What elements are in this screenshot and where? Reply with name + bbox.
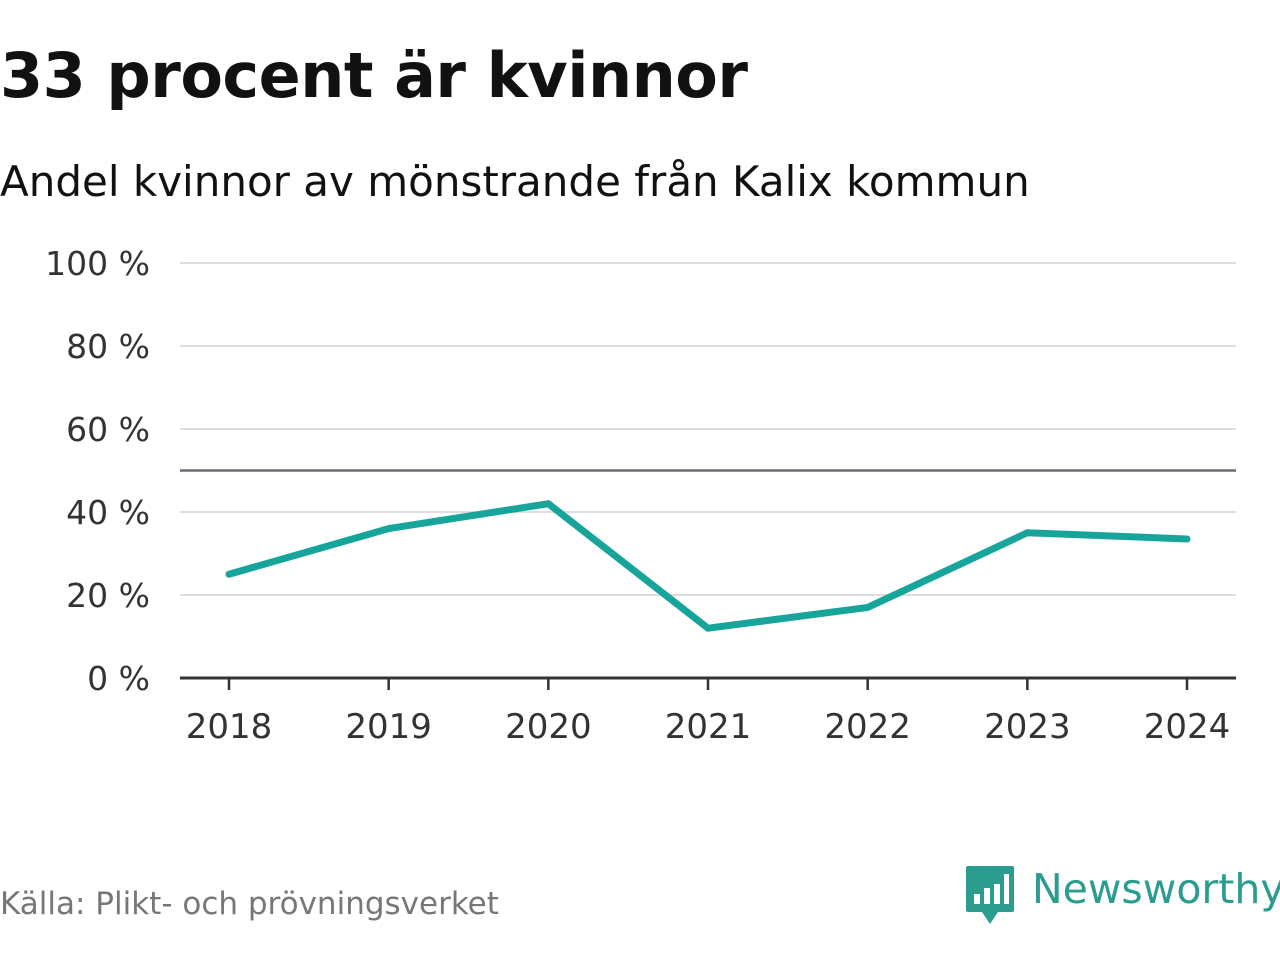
chart-title: 33 procent är kvinnor bbox=[0, 39, 748, 112]
source-note: Källa: Plikt- och prövningsverket bbox=[0, 886, 499, 922]
y-tick-label: 20 % bbox=[66, 576, 150, 615]
y-tick-label: 60 % bbox=[66, 410, 150, 449]
x-axis-labels: 2018 2019 2020 2021 2022 2023 2024 bbox=[186, 707, 1231, 747]
series-group bbox=[225, 500, 1191, 632]
x-tick-label: 2018 bbox=[186, 707, 273, 747]
x-tick-label: 2023 bbox=[984, 707, 1071, 747]
y-tick-label: 40 % bbox=[66, 493, 150, 532]
brand-name: Newsworthy bbox=[1032, 865, 1280, 913]
data-point bbox=[864, 603, 872, 611]
x-tick-label: 2022 bbox=[824, 707, 911, 747]
x-tick-label: 2020 bbox=[505, 707, 592, 747]
x-tick-label: 2021 bbox=[665, 707, 752, 747]
grid-lines bbox=[180, 262, 1236, 596]
x-axis bbox=[180, 676, 1236, 690]
series-line bbox=[228, 500, 1188, 632]
data-point bbox=[1023, 529, 1031, 537]
x-tick-label: 2019 bbox=[345, 707, 432, 747]
brand-logo-group: Newsworthy bbox=[964, 864, 1280, 928]
y-tick-label: 100 % bbox=[45, 244, 150, 283]
y-tick-label: 80 % bbox=[66, 327, 150, 366]
data-point bbox=[225, 570, 233, 578]
data-point bbox=[1183, 535, 1191, 543]
data-point bbox=[704, 624, 712, 632]
newsworthy-logo-icon bbox=[966, 866, 1014, 924]
x-tick-label: 2024 bbox=[1144, 707, 1231, 747]
y-tick-label: 0 % bbox=[87, 659, 150, 698]
data-point bbox=[385, 525, 393, 533]
data-point bbox=[544, 500, 552, 508]
y-axis-labels: 0 % 20 % 40 % 60 % 80 % 100 % bbox=[45, 244, 150, 698]
chart-subtitle: Andel kvinnor av mönstrande från Kalix k… bbox=[0, 157, 1030, 206]
line-chart: 0 % 20 % 40 % 60 % 80 % 100 % 2018 2019 2020 202… bbox=[45, 244, 1236, 747]
